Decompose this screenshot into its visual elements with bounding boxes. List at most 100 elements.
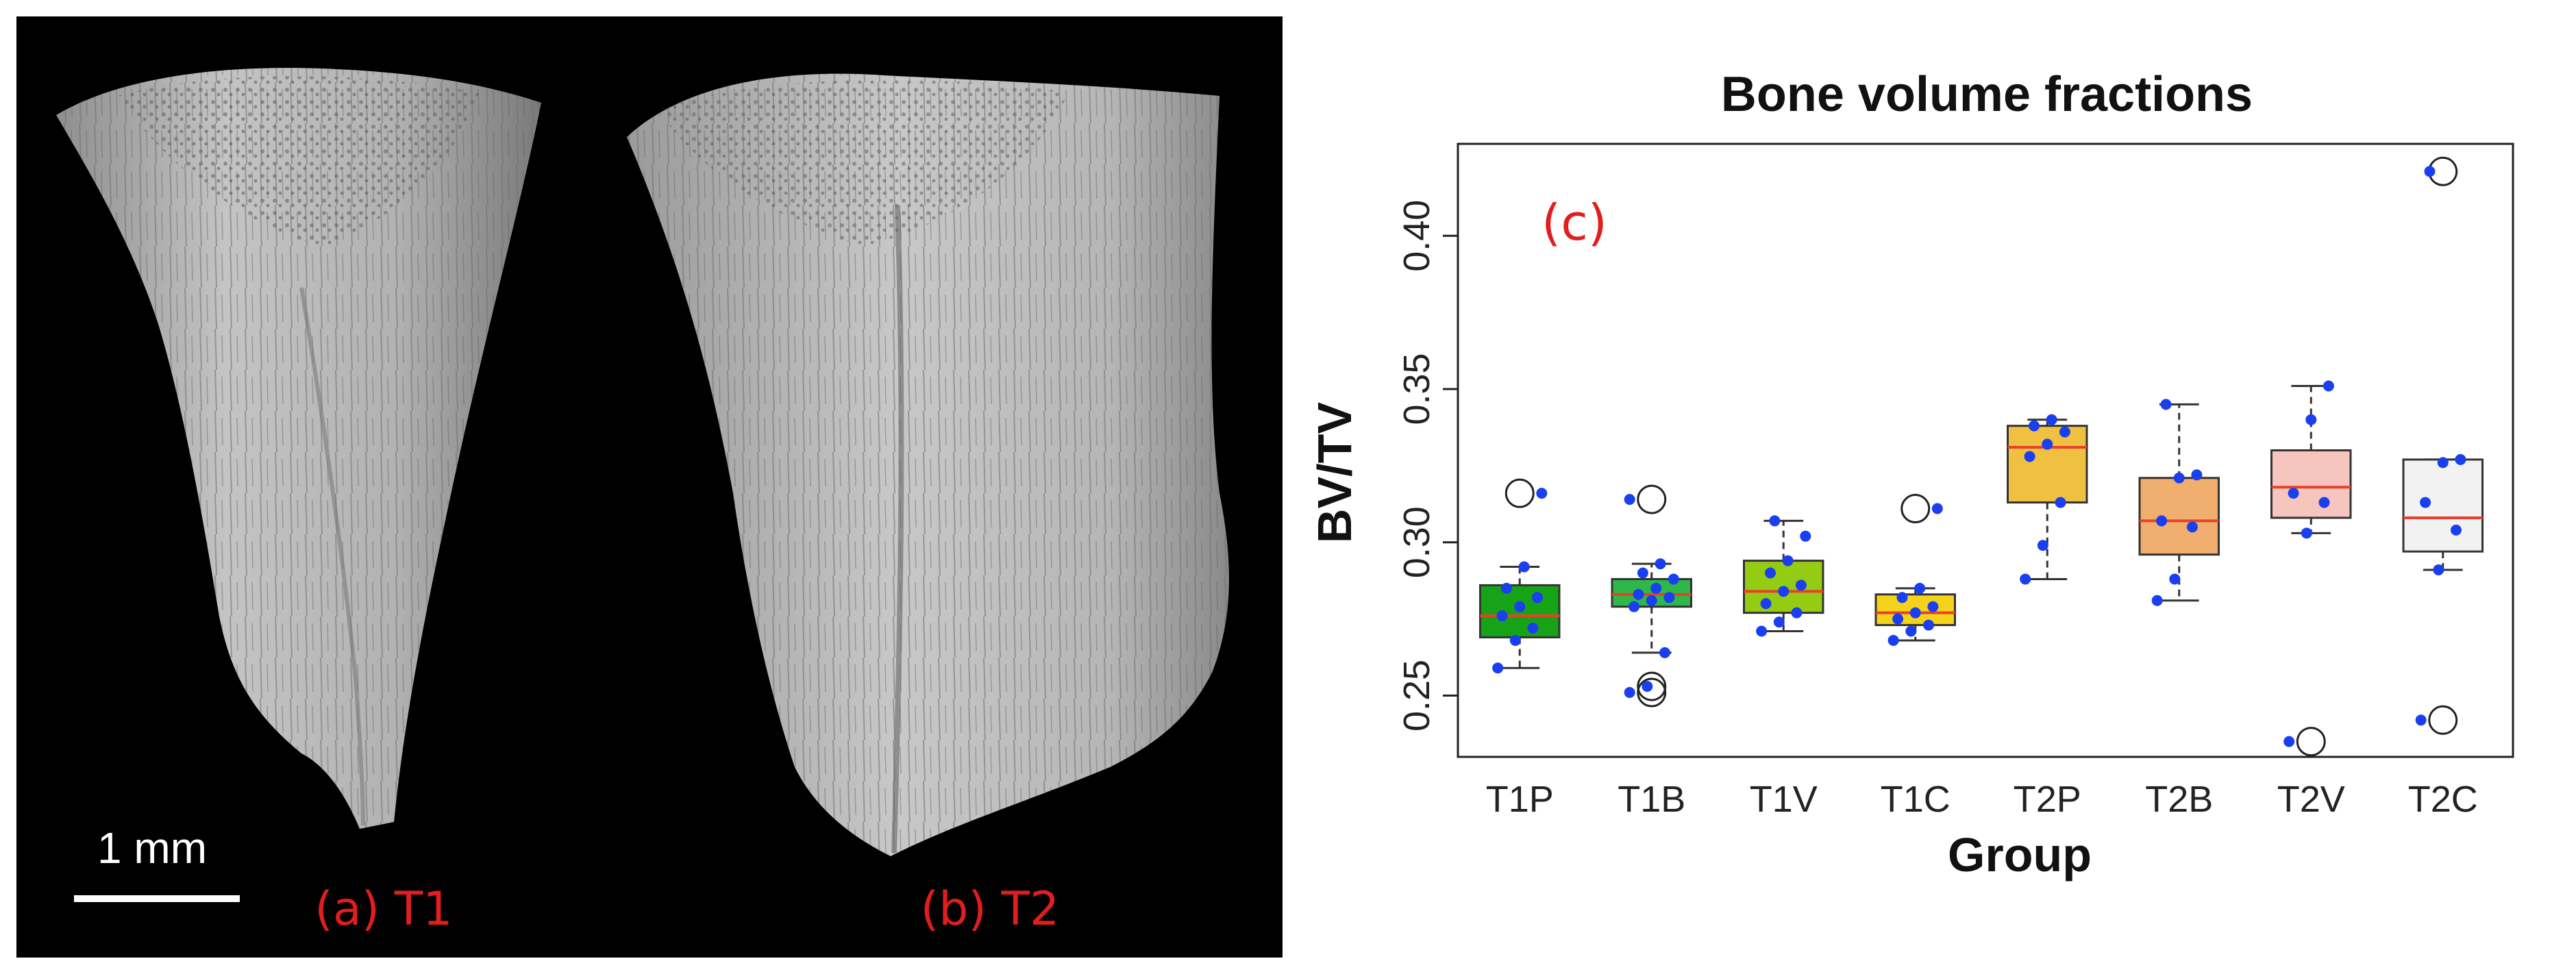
data-point [2288, 488, 2299, 499]
outlier-point [1637, 677, 1667, 708]
data-point [1914, 582, 1926, 594]
box-t1b [1611, 484, 1692, 708]
data-point [2029, 420, 2040, 432]
outlier-point [1637, 484, 1667, 514]
data-point [1628, 601, 1640, 612]
data-point [2037, 540, 2048, 551]
box-t2c [2402, 156, 2484, 735]
data-point [2451, 524, 2462, 536]
data-point [2156, 515, 2168, 527]
data-point [2305, 414, 2317, 425]
x-tick-label: T1P [1486, 779, 1554, 820]
data-point [2173, 472, 2185, 484]
data-point [2042, 438, 2053, 450]
data-point [1633, 588, 1644, 600]
y-tick-label: 0.35 [1396, 353, 1437, 425]
data-point [1531, 592, 1543, 603]
x-axis-title: Group [1948, 828, 2092, 882]
box-iqr [2270, 449, 2352, 519]
data-point [1927, 601, 1939, 612]
data-point [1655, 558, 1666, 570]
x-tick-label: T2B [2145, 779, 2213, 820]
box-t2v [2270, 380, 2352, 757]
outlier-point [1504, 478, 1535, 508]
outlier-point [1900, 494, 1931, 524]
data-point [1909, 607, 1921, 619]
data-point [2301, 527, 2312, 539]
data-point [1765, 567, 1776, 579]
box-t2b [2138, 399, 2220, 606]
box-iqr [2402, 458, 2484, 553]
box-t1p [1479, 478, 1561, 674]
outlier-point [2296, 727, 2326, 757]
data-point [2160, 399, 2172, 410]
data-point [1756, 625, 1768, 637]
data-point [2169, 573, 2181, 585]
data-point [1931, 503, 1943, 514]
panel-label-t1: (a) T1 [314, 882, 452, 936]
data-point [2059, 426, 2070, 438]
scale-bar-label: 1 mm [97, 823, 207, 873]
data-point [1492, 662, 1504, 674]
outlier-point [2428, 705, 2458, 735]
data-point [1624, 687, 1635, 699]
box-iqr [2138, 477, 2220, 556]
data-point [1760, 598, 1772, 610]
data-point [1624, 494, 1635, 505]
box-iqr [2007, 425, 2088, 504]
y-tick-label: 0.30 [1396, 506, 1437, 578]
panel-label-t2: (b) T2 [921, 882, 1060, 936]
data-point [1496, 610, 1508, 622]
data-point [1896, 592, 1908, 603]
y-axis-title: BV/TV [1308, 402, 1361, 543]
x-tick-label: T1C [1881, 779, 1950, 820]
chart-panel-label: (c) [1541, 194, 1607, 251]
data-point [1773, 616, 1785, 628]
data-point [1782, 555, 1794, 566]
chart-title: Bone volume fractions [1721, 67, 2253, 122]
y-tick-label: 0.40 [1396, 200, 1437, 272]
data-point [1905, 625, 1917, 637]
data-point [1646, 595, 1657, 606]
data-point [2024, 451, 2035, 462]
bone-specimen-t2 [627, 73, 1229, 856]
box-t2p [2007, 414, 2088, 585]
data-point [1509, 634, 1521, 646]
data-point [2415, 714, 2427, 726]
data-point [1923, 619, 1934, 631]
x-tick-label: T1B [1618, 779, 1685, 820]
data-point [2151, 595, 2163, 606]
data-point [2191, 469, 2203, 481]
data-point [2283, 736, 2295, 747]
data-point [1769, 515, 1781, 527]
data-point [1778, 586, 1789, 597]
x-axis: T1P T1B T1V T1C T2P T2B T2V T2C [1486, 779, 2478, 820]
data-point [1642, 681, 1653, 692]
y-axis: 0.25 0.30 0.35 0.40 [1396, 200, 1458, 732]
x-tick-label: T2C [2408, 779, 2478, 820]
data-point [1887, 634, 1899, 646]
data-point [1659, 647, 1670, 658]
bone-specimen-t1 [56, 68, 541, 829]
data-point [1501, 582, 1512, 594]
outlier-point [1637, 671, 1667, 701]
data-point [1650, 582, 1662, 594]
data-point [2420, 497, 2431, 508]
x-tick-label: T2V [2277, 779, 2345, 820]
data-point [2433, 564, 2444, 576]
data-point [2323, 380, 2334, 392]
data-point [1527, 623, 1539, 634]
y-tick-label: 0.25 [1396, 660, 1437, 732]
data-point [2046, 414, 2057, 425]
data-point [1518, 561, 1530, 573]
box-series [1479, 156, 2484, 757]
x-tick-label: T1V [1750, 779, 1818, 820]
data-point [2020, 573, 2031, 585]
data-point [1637, 567, 1648, 579]
data-point [2424, 166, 2436, 177]
data-point [2318, 497, 2330, 508]
box-t1v [1743, 515, 1824, 637]
data-point [1791, 607, 1803, 619]
data-point [1795, 579, 1807, 591]
